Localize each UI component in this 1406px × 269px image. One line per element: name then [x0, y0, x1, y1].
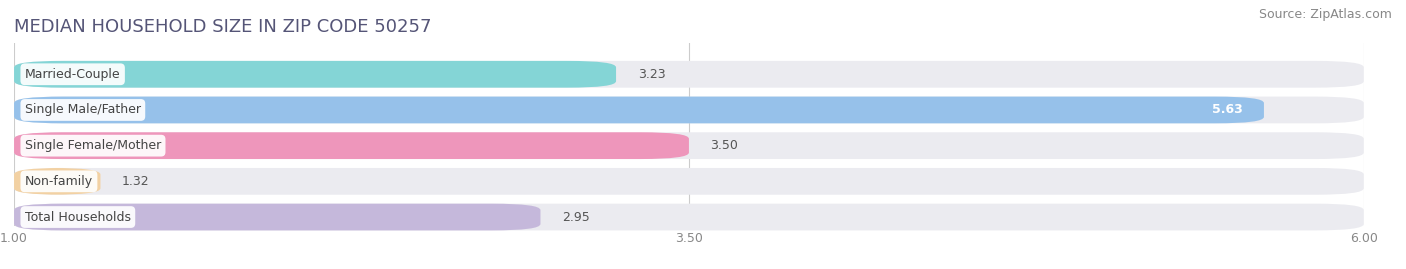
Text: Single Female/Mother: Single Female/Mother [25, 139, 162, 152]
FancyBboxPatch shape [14, 97, 1264, 123]
FancyBboxPatch shape [14, 168, 1364, 195]
Text: Source: ZipAtlas.com: Source: ZipAtlas.com [1258, 8, 1392, 21]
Text: 3.23: 3.23 [638, 68, 665, 81]
FancyBboxPatch shape [14, 168, 100, 195]
Text: Total Households: Total Households [25, 211, 131, 224]
FancyBboxPatch shape [14, 132, 1364, 159]
Text: 2.95: 2.95 [562, 211, 589, 224]
FancyBboxPatch shape [14, 97, 1364, 123]
Text: 3.50: 3.50 [710, 139, 738, 152]
FancyBboxPatch shape [14, 61, 1364, 88]
Text: 5.63: 5.63 [1212, 104, 1243, 116]
FancyBboxPatch shape [14, 204, 540, 231]
FancyBboxPatch shape [14, 61, 616, 88]
Text: Single Male/Father: Single Male/Father [25, 104, 141, 116]
Text: Married-Couple: Married-Couple [25, 68, 121, 81]
Text: MEDIAN HOUSEHOLD SIZE IN ZIP CODE 50257: MEDIAN HOUSEHOLD SIZE IN ZIP CODE 50257 [14, 18, 432, 36]
FancyBboxPatch shape [14, 132, 689, 159]
FancyBboxPatch shape [14, 204, 1364, 231]
Text: Non-family: Non-family [25, 175, 93, 188]
Text: 1.32: 1.32 [122, 175, 149, 188]
